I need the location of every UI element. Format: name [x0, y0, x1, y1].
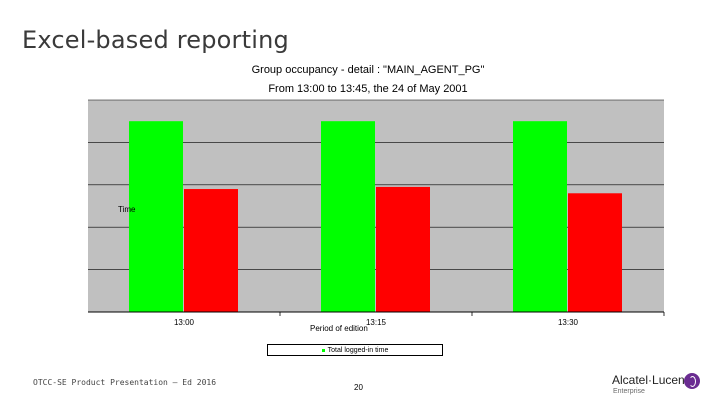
bar-green-1330: [513, 121, 567, 312]
legend-label: Total logged-in time: [327, 346, 389, 354]
y-axis-label: Time: [118, 205, 136, 214]
bar-red-1330: [568, 193, 622, 312]
x-tick-label: 13:15: [366, 318, 387, 327]
bar-red-1315: [376, 186, 430, 312]
slide-title: Excel-based reporting: [22, 26, 289, 54]
x-tick-label: 13:00: [174, 318, 195, 327]
legend: Total logged-in time: [267, 344, 443, 356]
logo-mark-icon: [684, 373, 700, 389]
footer-text: OTCC-SE Product Presentation – Ed 2016: [33, 378, 217, 387]
bars: [129, 121, 622, 312]
chart-title: Group occupancy - detail : "MAIN_AGENT_P…: [251, 64, 485, 76]
logo-name: Alcatel·Lucent: [612, 373, 689, 387]
page-number: 20: [354, 383, 363, 392]
x-ticks: 13:00 13:15 13:30: [174, 312, 665, 327]
bar-red-1300: [184, 189, 238, 312]
x-axis-label: Period of edition: [310, 324, 368, 333]
bar-green-1300: [129, 121, 183, 312]
chart-subtitle: From 13:00 to 13:45, the 24 of May 2001: [268, 83, 468, 95]
legend-swatch-green: [321, 348, 325, 352]
bar-green-1315: [321, 121, 375, 312]
logo-sub: Enterprise: [613, 388, 645, 395]
alcatel-lucent-logo: Alcatel·Lucent Enterprise: [612, 373, 707, 399]
x-tick-label: 13:30: [558, 318, 579, 327]
